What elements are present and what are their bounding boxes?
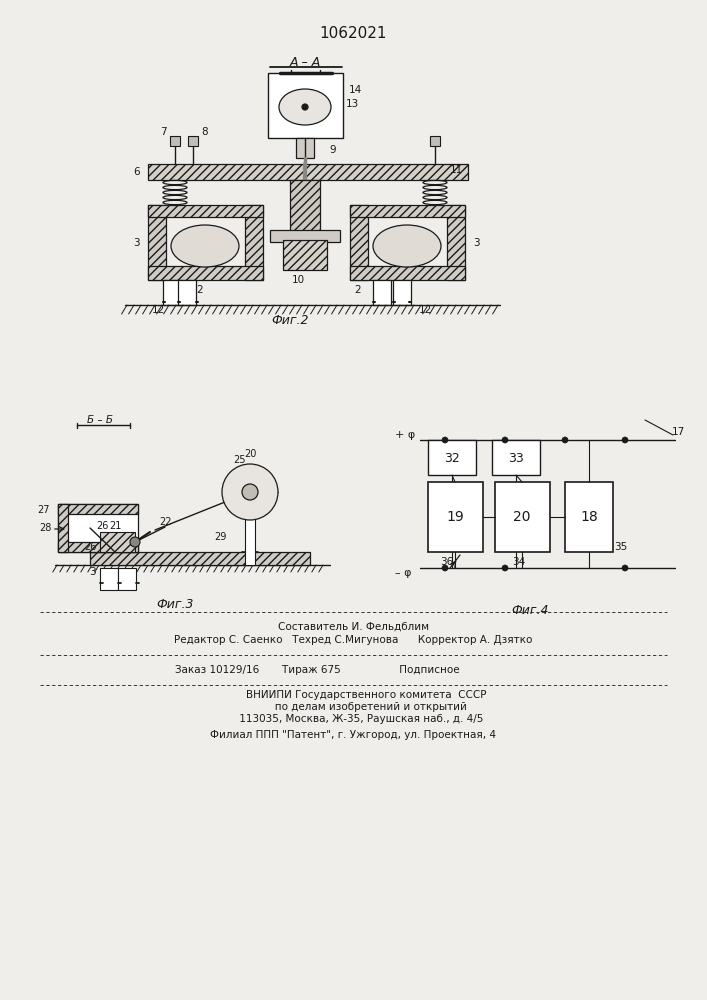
Text: Филиал ППП "Патент", г. Ужгород, ул. Проектная, 4: Филиал ППП "Патент", г. Ужгород, ул. Про…	[210, 730, 496, 740]
Text: 1062021: 1062021	[320, 26, 387, 41]
Bar	[565, 482, 613, 552]
Text: 2: 2	[197, 285, 204, 295]
Ellipse shape	[171, 225, 239, 267]
Text: 20: 20	[513, 510, 531, 524]
Bar	[100, 532, 135, 552]
Bar	[373, 280, 391, 305]
Text: 21: 21	[109, 521, 121, 531]
Bar	[492, 440, 540, 475]
Ellipse shape	[373, 225, 441, 267]
Text: Составитель И. Фельдблим: Составитель И. Фельдблим	[278, 622, 428, 632]
Text: 29: 29	[214, 532, 226, 542]
Text: + φ: + φ	[395, 430, 415, 440]
Text: 3: 3	[133, 238, 139, 248]
Bar	[430, 136, 440, 146]
Text: 33: 33	[508, 452, 524, 464]
Bar	[268, 73, 343, 138]
Text: 113035, Москва, Ж-35, Раушская наб., д. 4/5: 113035, Москва, Ж-35, Раушская наб., д. …	[223, 714, 483, 724]
Text: 26: 26	[84, 542, 96, 552]
Text: – φ: – φ	[395, 568, 411, 578]
Text: 26: 26	[96, 521, 108, 531]
Text: 14: 14	[349, 85, 361, 95]
Bar	[428, 440, 476, 475]
Circle shape	[130, 537, 140, 547]
Text: 36: 36	[440, 557, 454, 567]
Bar	[350, 266, 465, 280]
Bar	[148, 266, 263, 280]
Circle shape	[562, 437, 568, 443]
Bar	[58, 504, 138, 552]
Bar	[245, 205, 263, 280]
Bar	[148, 205, 263, 217]
Bar	[148, 164, 468, 180]
Circle shape	[442, 565, 448, 571]
Bar	[428, 482, 483, 552]
Text: 7: 7	[160, 127, 166, 137]
Text: 6: 6	[134, 167, 140, 177]
Bar	[447, 205, 465, 280]
Bar	[58, 504, 68, 552]
Bar	[495, 482, 550, 552]
Bar	[283, 240, 327, 270]
Bar	[100, 568, 118, 590]
Circle shape	[622, 565, 628, 571]
Bar	[90, 552, 310, 565]
Text: 28: 28	[40, 523, 52, 533]
Bar	[290, 180, 320, 240]
Circle shape	[442, 437, 448, 443]
Bar	[188, 136, 198, 146]
Text: Редактор С. Саенко   Техред С.Мигунова      Корректор А. Дзятко: Редактор С. Саенко Техред С.Мигунова Кор…	[174, 635, 532, 645]
Bar	[296, 138, 314, 158]
Text: по делам изобретений и открытий: по делам изобретений и открытий	[239, 702, 467, 712]
Text: 11: 11	[450, 165, 462, 175]
Bar	[350, 205, 368, 280]
Text: 12: 12	[151, 305, 165, 315]
Text: 3: 3	[473, 238, 479, 248]
Bar	[178, 280, 196, 305]
Ellipse shape	[302, 104, 308, 110]
Circle shape	[502, 565, 508, 571]
Text: 32: 32	[444, 452, 460, 464]
Bar	[163, 280, 181, 305]
Ellipse shape	[279, 89, 331, 125]
Text: 25: 25	[234, 455, 246, 465]
Text: Б – Б: Б – Б	[87, 415, 113, 425]
Bar	[118, 568, 136, 590]
Text: 3: 3	[88, 567, 95, 577]
Text: 13: 13	[346, 99, 358, 109]
Text: 17: 17	[672, 427, 684, 437]
Circle shape	[622, 437, 628, 443]
Text: Фиг.2: Фиг.2	[271, 314, 309, 326]
Circle shape	[502, 437, 508, 443]
Circle shape	[222, 464, 278, 520]
Text: ВНИИПИ Государственного комитета  СССР: ВНИИПИ Государственного комитета СССР	[220, 690, 486, 700]
Text: 18: 18	[580, 510, 598, 524]
Text: 35: 35	[614, 542, 628, 552]
Text: 12: 12	[419, 305, 432, 315]
Bar	[393, 280, 411, 305]
Bar	[148, 205, 166, 280]
Circle shape	[242, 484, 258, 500]
Bar	[245, 510, 255, 565]
Text: А – А: А – А	[289, 55, 321, 68]
Text: 20: 20	[244, 449, 256, 459]
Text: 9: 9	[329, 145, 337, 155]
Text: Фиг.3: Фиг.3	[156, 598, 194, 611]
Text: 8: 8	[201, 127, 209, 137]
Text: 2: 2	[355, 285, 361, 295]
Text: 10: 10	[291, 275, 305, 285]
Text: 22: 22	[159, 517, 171, 527]
Bar	[170, 136, 180, 146]
Text: Фиг.4: Фиг.4	[511, 603, 549, 616]
Bar	[350, 205, 465, 217]
Bar	[58, 504, 138, 514]
Text: 19: 19	[446, 510, 464, 524]
Text: 34: 34	[513, 557, 525, 567]
Bar	[270, 230, 340, 242]
Text: Заказ 10129/16       Тираж 675                  Подписное: Заказ 10129/16 Тираж 675 Подписное	[175, 665, 460, 675]
Text: 27: 27	[37, 505, 50, 515]
Bar	[58, 542, 138, 552]
